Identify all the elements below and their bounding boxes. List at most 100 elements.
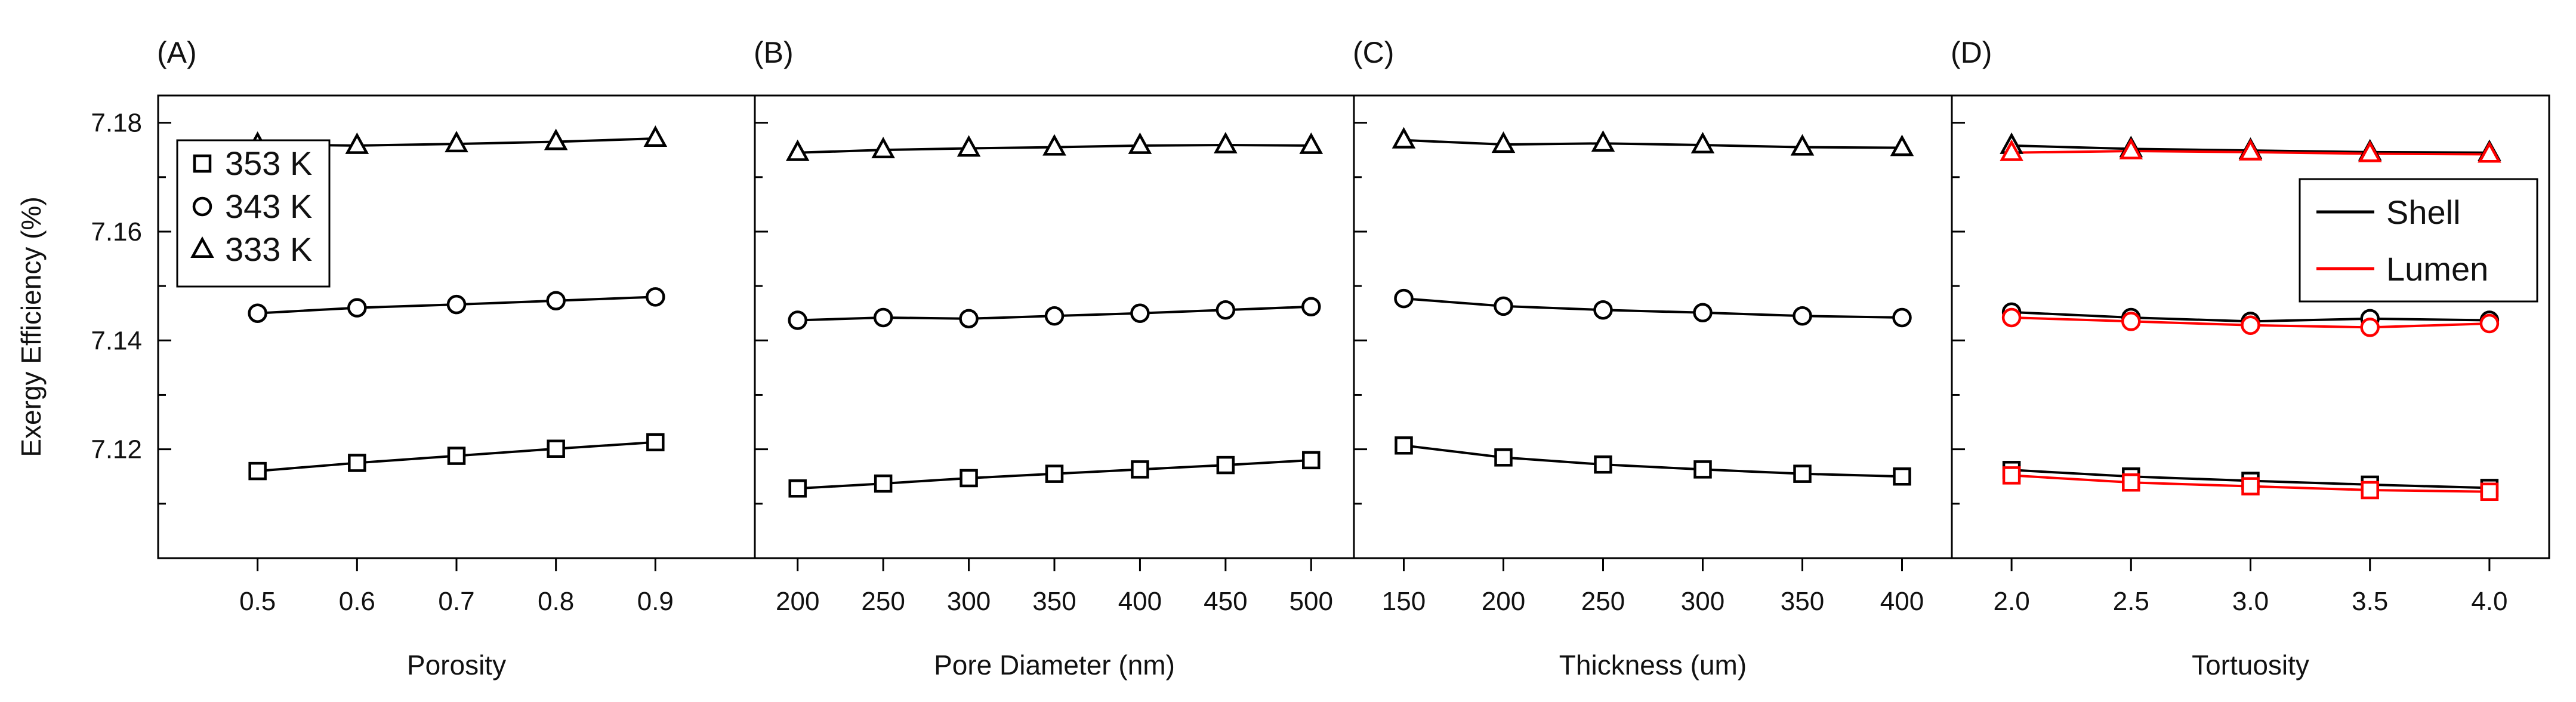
data-point (1042, 134, 1066, 156)
data-point (1893, 467, 1911, 486)
data-point (348, 454, 366, 472)
data-point (2360, 318, 2380, 337)
panel-c: (C) 150 200 250 300 350 400 Thickness (um) (1353, 36, 1953, 681)
data-point (2241, 315, 2260, 335)
data-point (2478, 141, 2501, 163)
data-point (248, 303, 267, 323)
data-point (957, 135, 981, 157)
data-point (445, 131, 468, 153)
x-axis-title: Porosity (407, 649, 506, 681)
series-line (1403, 138, 1902, 149)
data-point (2000, 139, 2023, 161)
data-point (960, 469, 978, 488)
x-tick-label: 200 (776, 587, 819, 616)
panel-b: (B) 200 250 300 350 400 450 500 Pore Diameter (n… (754, 36, 1355, 681)
legend-label: Lumen (2386, 250, 2488, 288)
data-point (1045, 464, 1064, 483)
panel-label: (C) (1353, 36, 1394, 69)
data-point (2121, 312, 2141, 331)
x-axis-title: Pore Diameter (nm) (934, 649, 1175, 681)
data-point (1594, 455, 1612, 474)
x-tick-label: 0.7 (438, 587, 474, 616)
x-tick-label: 300 (1681, 587, 1724, 616)
data-point (1793, 464, 1812, 483)
legend-marker-square (193, 154, 212, 173)
data-point (1693, 460, 1712, 479)
panel-label: (D) (1951, 36, 1992, 69)
data-point (1130, 303, 1150, 323)
x-tick-label: 0.9 (637, 587, 674, 616)
data-point (1302, 451, 1321, 470)
data-point (347, 298, 367, 318)
legend-label: 343 K (225, 187, 312, 225)
legend-label: Shell (2386, 193, 2461, 231)
panel-label: (B) (754, 36, 794, 69)
y-tick-label: 7.14 (91, 326, 142, 355)
x-tick-label: 4.0 (2471, 587, 2507, 616)
series-line (1403, 297, 1902, 319)
data-point (2122, 473, 2140, 492)
x-tick-label: 300 (947, 587, 991, 616)
data-point (788, 310, 807, 330)
data-point (788, 479, 807, 498)
data-point (2002, 466, 2021, 485)
legend-box (2299, 178, 2538, 303)
legend-label: 353 K (225, 144, 312, 182)
data-point (2241, 477, 2260, 495)
x-tick-label: 3.5 (2352, 587, 2388, 616)
data-point (2001, 307, 2022, 328)
data-point (2479, 313, 2500, 334)
x-tick-label: 250 (861, 587, 905, 616)
data-point (873, 307, 893, 328)
data-point (2119, 137, 2143, 160)
data-point (1494, 296, 1513, 316)
panel-a: (A) 0.5 0.6 0.7 0.8 0.9 Porosity 353 K 343 K 333 … (157, 36, 756, 681)
y-tick-label: 7.18 (91, 109, 142, 138)
legend-marker-circle (192, 196, 212, 217)
data-point (1890, 134, 1914, 156)
x-tick-label: 450 (1204, 587, 1247, 616)
data-point (1392, 127, 1416, 149)
data-point (547, 439, 565, 458)
data-point (1494, 448, 1513, 467)
x-axis-title: Thickness (um) (1559, 649, 1747, 681)
data-point (446, 294, 467, 315)
data-point (1215, 300, 1236, 320)
x-tick-label: 400 (1880, 587, 1924, 616)
data-point (1214, 131, 1238, 153)
data-point (1593, 300, 1613, 320)
x-tick-label: 350 (1032, 587, 1076, 616)
data-point (2480, 482, 2499, 501)
x-tick-label: 400 (1118, 587, 1162, 616)
plot-frame (1353, 94, 1953, 559)
data-point (1491, 131, 1516, 153)
panel-d: (D) 2.0 2.5 3.0 3.5 4.0 Tortuosity Shell Lumen (1951, 36, 2550, 681)
data-point (646, 433, 665, 452)
plot-frame (754, 94, 1355, 559)
x-tick-label: 200 (1482, 587, 1525, 616)
data-point (1301, 297, 1321, 317)
x-tick-label: 0.8 (538, 587, 574, 616)
data-point (1128, 132, 1152, 154)
data-point (643, 125, 668, 147)
data-point (1131, 460, 1149, 479)
series-line (1403, 444, 1902, 478)
x-tick-label: 2.5 (2113, 587, 2149, 616)
data-point (248, 461, 267, 481)
x-tick-label: 2.0 (1994, 587, 2030, 616)
panel-label: (A) (157, 36, 197, 69)
data-point (1892, 307, 1912, 328)
data-point (785, 139, 810, 161)
x-tick-label: 350 (1781, 587, 1824, 616)
data-point (2238, 138, 2263, 161)
y-tick-label: 7.16 (91, 217, 142, 247)
x-tick-label: 150 (1382, 587, 1426, 616)
data-point (546, 291, 566, 310)
data-point (1394, 288, 1414, 309)
legend-marker-triangle (190, 236, 214, 258)
data-point (1299, 132, 1324, 154)
data-point (447, 447, 466, 465)
data-point (1216, 455, 1235, 475)
